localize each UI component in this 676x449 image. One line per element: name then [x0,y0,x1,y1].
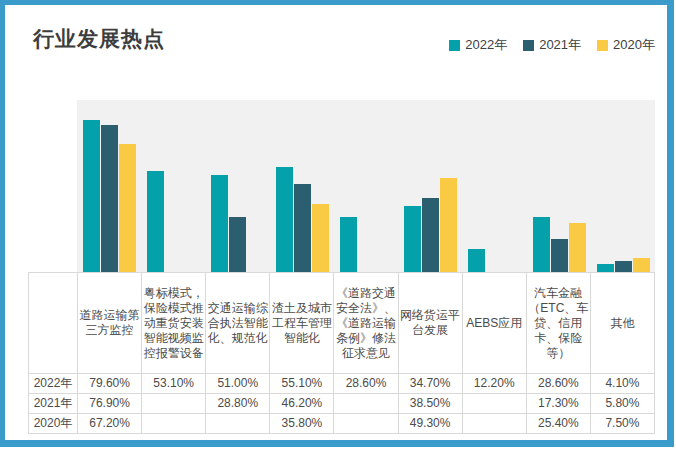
chart-category-group-6 [398,100,462,272]
data-table-body: 道路运输第三方监控粤标模式，保险模式推动重货安装智能视频监控报警设备交通运输综合… [29,273,655,434]
chart-title: 行业发展热点 [33,25,165,53]
bar-group [334,100,398,272]
table-cell: 17.30% [526,394,590,414]
table-cell: 53.10% [142,374,206,394]
table-row-2021年: 2021年76.90% 28.80%46.20% 38.50% 17.30%5.80% [29,394,655,414]
table-cell: 25.40% [526,414,590,434]
legend-label: 2022年 [465,36,507,54]
table-cell: 28.60% [334,374,398,394]
table-header-cell-7: AEBS应用 [462,273,526,374]
bar-2021年-cat4 [294,184,311,272]
table-cell: 76.90% [78,394,142,414]
table-cell: 46.20% [270,394,334,414]
table-cell [142,414,206,434]
chart-category-group-8 [527,100,591,272]
legend-label: 2021年 [539,36,581,54]
bar-2020年-cat8 [569,223,586,272]
table-row-2020年: 2020年67.20% 35.80% 49.30% 25.40%7.50% [29,414,655,434]
bar-group [462,100,526,272]
legend-item-2022年: 2022年 [449,36,507,54]
table-header-cell-3: 交通运输综合执法智能化、规范化 [206,273,270,374]
chart-category-group-1 [77,100,141,272]
legend-label: 2020年 [613,36,655,54]
table-cell: 35.80% [270,414,334,434]
bar-2022年-cat1 [83,120,100,272]
bar-2020年-cat4 [312,204,329,272]
bar-2020年-cat9 [633,258,650,272]
table-cell: 67.20% [78,414,142,434]
bar-2022年-cat2 [147,171,164,272]
bar-2020年-cat6 [440,178,457,272]
table-row-2022年: 2022年79.60%53.10%51.00%55.10%28.60%34.70… [29,374,655,394]
chart-category-group-4 [270,100,334,272]
legend-color-swatch [449,40,460,51]
table-header-cell-5: 《道路交通安全法》、《道路运输条例》修法征求意见 [334,273,398,374]
chart-category-group-5 [334,100,398,272]
table-cell [334,394,398,414]
bar-group [141,100,205,272]
bar-2022年-cat9 [597,264,614,272]
table-cell [462,394,526,414]
table-cell: 34.70% [398,374,462,394]
bar-2021年-cat8 [551,239,568,272]
bar-group [591,100,655,272]
table-header-cell-6: 网络货运平台发展 [398,273,462,374]
chart-category-group-9 [591,100,655,272]
table-cell: 7.50% [590,414,654,434]
bar-chart-plot-area [77,100,655,273]
table-cell: 49.30% [398,414,462,434]
table-cell [206,414,270,434]
bar-2021年-cat1 [101,125,118,272]
bar-2020年-cat1 [119,144,136,272]
bar-group [205,100,269,272]
table-row-label: 2022年 [29,374,78,394]
bar-2022年-cat5 [340,217,357,272]
chart-category-group-2 [141,100,205,272]
table-cell: 28.80% [206,394,270,414]
bar-group [270,100,334,272]
bar-2021年-cat6 [422,198,439,272]
legend-item-2020年: 2020年 [597,36,655,54]
bar-group [398,100,462,272]
legend-item-2021年: 2021年 [523,36,581,54]
table-header-cell-4: 渣土及城市工程车管理智能化 [270,273,334,374]
legend: 2022年 2021年 2020年 [449,36,655,54]
table-cell [334,414,398,434]
table-cell [142,394,206,414]
table-row-label: 2020年 [29,414,78,434]
table-row-label: 2021年 [29,394,78,414]
bar-2022年-cat8 [533,217,550,272]
table-corner-blank-cell [29,273,78,374]
table-cell: 55.10% [270,374,334,394]
table-cell: 4.10% [590,374,654,394]
bar-2021年-cat3 [229,217,246,272]
table-header-row: 道路运输第三方监控粤标模式，保险模式推动重货安装智能视频监控报警设备交通运输综合… [29,273,655,374]
table-header-cell-8: 汽车金融（ETC、车贷、信用卡、保险等） [526,273,590,374]
report-card: 行业发展热点 2022年2021年2020年 道路运输第三方监控粤标模式，保险模… [0,0,674,447]
table-header-cell-1: 道路运输第三方监控 [78,273,142,374]
table-cell: 79.60% [78,374,142,394]
data-table: 道路运输第三方监控粤标模式，保险模式推动重货安装智能视频监控报警设备交通运输综合… [28,272,655,434]
table-cell: 38.50% [398,394,462,414]
bar-2022年-cat3 [211,175,228,272]
chart-category-group-7 [462,100,526,272]
chart-category-group-3 [205,100,269,272]
table-cell [462,414,526,434]
table-header-cell-9: 其他 [590,273,654,374]
table-cell: 28.60% [526,374,590,394]
bar-2022年-cat6 [404,206,421,272]
legend-color-swatch [523,40,534,51]
bar-group [527,100,591,272]
legend-color-swatch [597,40,608,51]
bar-group [77,100,141,272]
bar-2022年-cat4 [276,167,293,272]
bar-2021年-cat9 [615,261,632,272]
table-cell: 5.80% [590,394,654,414]
table-cell: 12.20% [462,374,526,394]
bar-2022年-cat7 [468,249,485,272]
table-header-cell-2: 粤标模式，保险模式推动重货安装智能视频监控报警设备 [142,273,206,374]
table-cell: 51.00% [206,374,270,394]
